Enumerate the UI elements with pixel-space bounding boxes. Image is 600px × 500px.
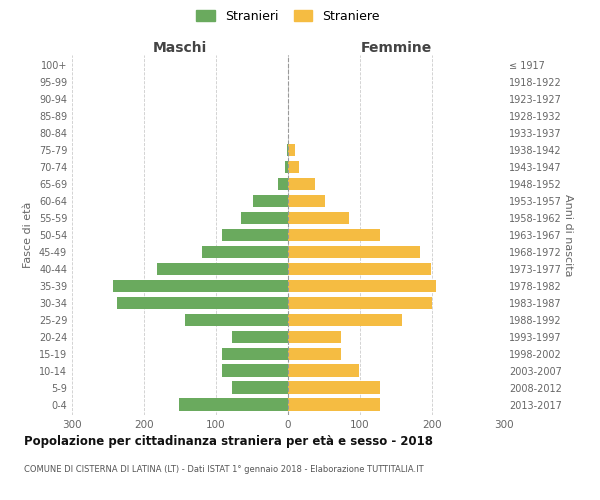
Bar bbox=[287, 144, 288, 156]
Bar bbox=[288, 398, 380, 411]
Text: Popolazione per cittadinanza straniera per età e sesso - 2018: Popolazione per cittadinanza straniera p… bbox=[24, 435, 433, 448]
Bar bbox=[202, 246, 288, 258]
Legend: Stranieri, Straniere: Stranieri, Straniere bbox=[190, 4, 386, 29]
Y-axis label: Fasce di età: Fasce di età bbox=[23, 202, 33, 268]
Bar bbox=[288, 296, 432, 310]
Y-axis label: Anni di nascita: Anni di nascita bbox=[563, 194, 573, 276]
Bar bbox=[288, 212, 349, 224]
Bar bbox=[113, 280, 288, 292]
Bar bbox=[253, 194, 288, 207]
Bar bbox=[288, 228, 380, 241]
Bar bbox=[241, 212, 288, 224]
Bar bbox=[232, 382, 288, 394]
Bar bbox=[288, 262, 431, 276]
Bar bbox=[288, 364, 359, 377]
Bar bbox=[179, 398, 288, 411]
Bar bbox=[288, 246, 420, 258]
Bar bbox=[232, 330, 288, 344]
Bar bbox=[288, 382, 380, 394]
Bar bbox=[222, 364, 288, 377]
Bar bbox=[285, 160, 288, 173]
Bar bbox=[288, 194, 325, 207]
Bar bbox=[278, 178, 288, 190]
Bar bbox=[222, 228, 288, 241]
Bar bbox=[116, 296, 288, 310]
Bar bbox=[288, 348, 341, 360]
Bar bbox=[288, 314, 402, 326]
Bar bbox=[222, 348, 288, 360]
Bar bbox=[288, 144, 295, 156]
Bar bbox=[157, 262, 288, 276]
Bar bbox=[288, 280, 436, 292]
Text: Maschi: Maschi bbox=[153, 41, 207, 55]
Text: Femmine: Femmine bbox=[361, 41, 431, 55]
Bar bbox=[185, 314, 288, 326]
Bar bbox=[288, 330, 341, 344]
Text: COMUNE DI CISTERNA DI LATINA (LT) - Dati ISTAT 1° gennaio 2018 - Elaborazione TU: COMUNE DI CISTERNA DI LATINA (LT) - Dati… bbox=[24, 465, 424, 474]
Bar bbox=[288, 178, 316, 190]
Bar bbox=[288, 160, 299, 173]
